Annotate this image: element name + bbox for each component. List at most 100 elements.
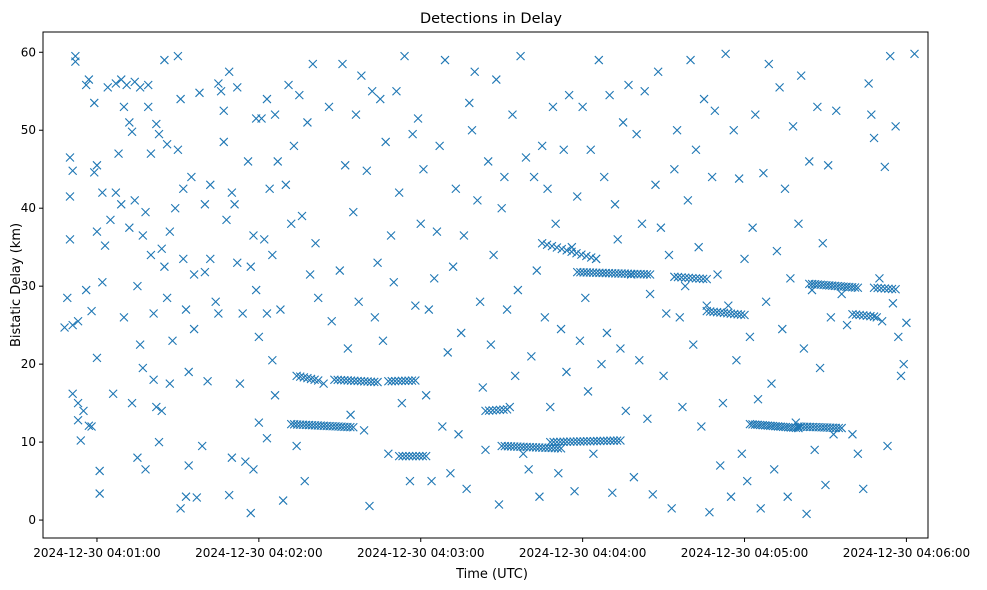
data-point: [339, 375, 349, 385]
data-point: [108, 389, 118, 399]
data-point: [513, 285, 523, 295]
data-point: [862, 311, 872, 321]
data-point: [348, 422, 358, 432]
data-point: [411, 451, 421, 461]
data-point: [837, 423, 847, 433]
data-point: [81, 285, 91, 295]
data-point: [386, 231, 396, 240]
data-point: [387, 376, 397, 386]
data-point: [200, 267, 210, 277]
data-point: [783, 492, 793, 502]
data-point: [667, 503, 677, 513]
data-point: [555, 437, 565, 447]
data-point: [734, 174, 744, 183]
data-point: [408, 129, 418, 139]
data-point: [710, 106, 720, 116]
data-point: [365, 501, 374, 511]
data-point: [366, 377, 376, 387]
data-point: [338, 59, 347, 69]
data-point: [394, 451, 404, 461]
y-tick-label: 50: [21, 123, 36, 137]
data-point: [421, 390, 431, 400]
data-point: [821, 480, 830, 490]
data-point: [313, 293, 323, 303]
data-point: [76, 436, 86, 445]
data-point: [375, 94, 385, 104]
data-point: [400, 376, 410, 386]
data-point: [588, 268, 598, 278]
data-point: [696, 422, 706, 431]
data-point: [200, 199, 210, 209]
data-point: [146, 149, 156, 159]
data-point: [629, 472, 639, 482]
data-point: [737, 449, 747, 459]
data-point: [262, 309, 272, 318]
data-point: [823, 160, 833, 170]
data-point: [162, 139, 172, 149]
data-point: [702, 306, 712, 316]
data-point: [661, 309, 671, 318]
data-point: [721, 49, 731, 59]
data-point: [84, 75, 94, 84]
data-point: [777, 324, 787, 334]
data-point: [127, 127, 137, 137]
data-point: [810, 445, 820, 455]
data-point: [877, 316, 887, 326]
data-point: [502, 404, 512, 414]
data-point: [369, 377, 379, 387]
data-point: [873, 283, 883, 293]
data-point: [394, 188, 404, 197]
data-point: [610, 268, 620, 278]
data-point: [92, 227, 102, 236]
data-point: [122, 80, 132, 90]
data-point: [187, 172, 196, 182]
data-point: [691, 273, 701, 283]
data-point: [564, 90, 574, 100]
data-point: [89, 167, 99, 177]
data-point: [579, 267, 588, 277]
data-point: [623, 269, 633, 279]
data-point: [629, 269, 639, 279]
data-point: [910, 49, 919, 59]
data-point: [464, 98, 474, 108]
data-point: [486, 340, 496, 350]
data-point: [281, 180, 291, 190]
data-point: [499, 172, 509, 182]
data-point: [65, 192, 75, 201]
data-point: [306, 374, 316, 384]
data-point: [405, 476, 415, 486]
data-point: [759, 168, 768, 178]
data-point: [310, 375, 320, 385]
data-point: [424, 305, 434, 314]
data-point: [348, 207, 358, 217]
data-point: [311, 238, 320, 248]
data-point: [251, 285, 261, 295]
data-point: [349, 376, 359, 386]
data-point: [481, 445, 490, 455]
data-point: [705, 507, 714, 517]
data-point: [267, 250, 277, 260]
data-point: [545, 402, 555, 412]
data-point: [383, 376, 393, 386]
data-point: [893, 332, 903, 342]
data-point: [262, 433, 272, 443]
data-point: [495, 405, 505, 415]
data-point: [284, 80, 293, 90]
data-point: [582, 268, 592, 277]
data-point: [729, 125, 739, 135]
data-point: [213, 309, 223, 318]
data-point: [815, 363, 825, 373]
data-point: [146, 250, 156, 260]
data-point: [151, 402, 161, 412]
data-point: [184, 461, 194, 470]
data-point: [308, 59, 318, 69]
x-axis-label: Time (UTC): [455, 567, 528, 582]
data-point: [834, 423, 844, 433]
data-point: [173, 145, 183, 155]
data-point: [726, 309, 736, 318]
data-point: [552, 437, 562, 447]
data-point: [688, 340, 698, 350]
data-point: [616, 344, 625, 353]
data-point: [684, 273, 694, 283]
x-tick-label: 2024-12-30 04:01:00: [33, 546, 160, 560]
